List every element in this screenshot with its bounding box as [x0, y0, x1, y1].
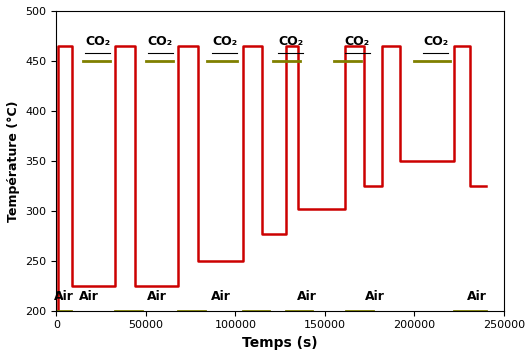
Text: Air: Air [211, 290, 231, 303]
Text: CO₂: CO₂ [423, 35, 448, 48]
Text: CO₂: CO₂ [212, 35, 237, 48]
X-axis label: Temps (s): Temps (s) [243, 336, 318, 350]
Text: Air: Air [147, 290, 167, 303]
Text: CO₂: CO₂ [148, 35, 173, 48]
Text: CO₂: CO₂ [345, 35, 370, 48]
Text: Air: Air [297, 290, 317, 303]
Y-axis label: Température (°C): Température (°C) [7, 100, 20, 222]
Text: Air: Air [79, 290, 98, 303]
Text: Air: Air [467, 290, 487, 303]
Text: Air: Air [365, 290, 385, 303]
Text: CO₂: CO₂ [278, 35, 303, 48]
Text: Air: Air [54, 290, 73, 303]
Text: CO₂: CO₂ [85, 35, 110, 48]
